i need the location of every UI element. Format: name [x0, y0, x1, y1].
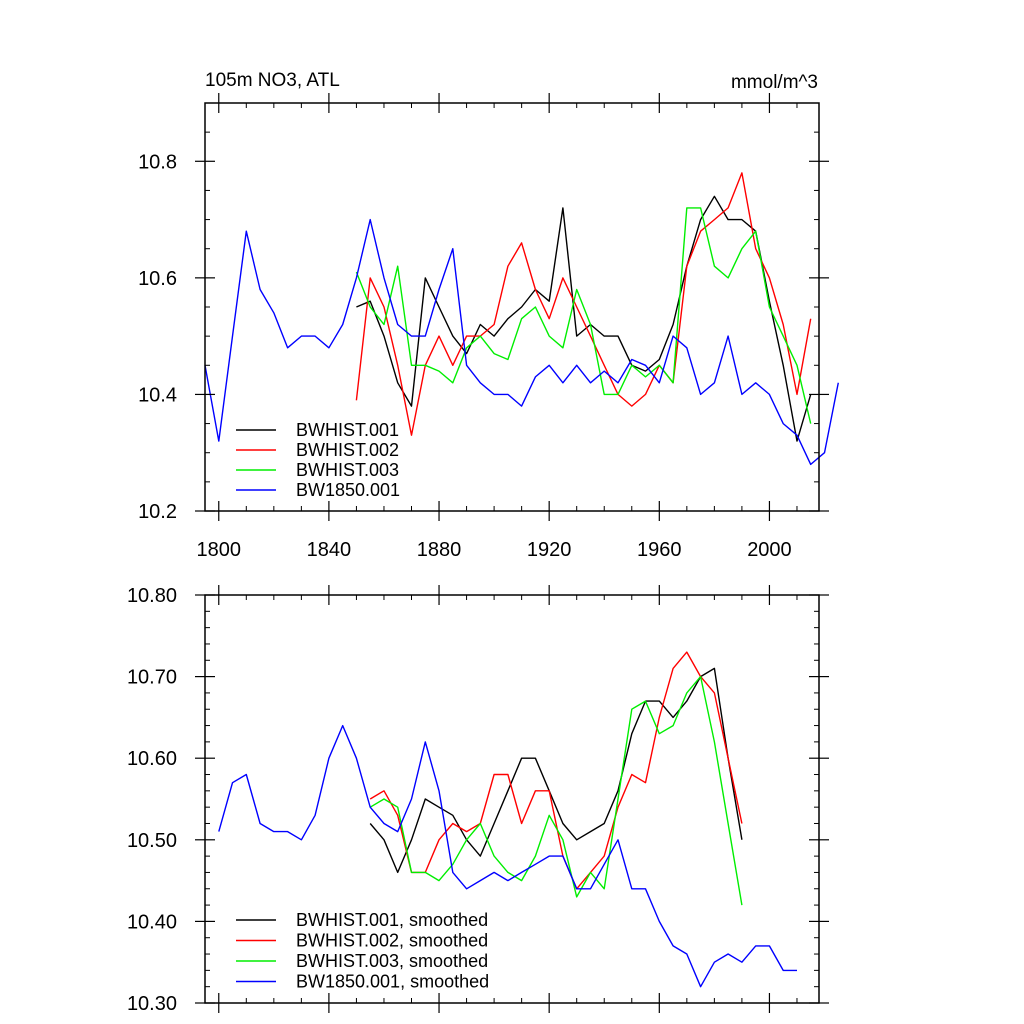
y-tick-label: 10.6 — [138, 268, 177, 290]
bottom-ticks: 10.30 10.40 10.50 10.60 10.70 10.80 — [127, 585, 829, 1015]
x-tick-label: 1840 — [307, 539, 352, 561]
top-ticks: 1800 1840 1880 1920 1960 2000 10.2 10.4 10.6 10.8 — [138, 93, 829, 561]
y-tick-label: 10.4 — [138, 384, 177, 406]
top-panel: 105m NO3, ATL mmol/m^3 1800 1840 1880 1920 1… — [138, 70, 839, 561]
y-tick-label: 10.8 — [138, 151, 177, 173]
y-tick-label: 10.70 — [127, 667, 177, 689]
x-tick-label: 1800 — [197, 539, 242, 561]
bottom-panel: 10.30 10.40 10.50 10.60 10.70 10.80 BWHIST.00… — [127, 585, 829, 1015]
legend-label-2: BWHIST.003 — [296, 460, 399, 480]
legend-label-1: BWHIST.002 — [296, 440, 399, 460]
series-line-0 — [356, 195, 812, 442]
top-series-lines — [204, 172, 839, 466]
series-line-0 — [369, 667, 743, 874]
y-tick-label: 10.50 — [127, 830, 177, 852]
legend-label-0: BWHIST.001, smoothed — [296, 910, 488, 930]
bottom-plot-frame — [204, 594, 820, 1004]
series-line-2 — [369, 675, 743, 906]
legend-label-0: BWHIST.001 — [296, 420, 399, 440]
bottom-series-lines — [218, 651, 797, 988]
y-tick-label: 10.60 — [127, 748, 177, 770]
series-line-1 — [355, 172, 812, 436]
x-tick-label: 2000 — [747, 539, 792, 561]
series-line-3 — [204, 218, 839, 466]
y-tick-label: 10.2 — [138, 501, 177, 523]
x-tick-label: 1880 — [417, 539, 462, 561]
top-units-label: mmol/m^3 — [731, 72, 818, 93]
x-tick-label: 1960 — [637, 539, 682, 561]
legend-label-2: BWHIST.003, smoothed — [296, 951, 488, 971]
series-line-3 — [218, 724, 797, 988]
y-tick-label: 10.30 — [127, 993, 177, 1015]
y-tick-label: 10.80 — [127, 585, 177, 607]
top-title-left: 105m NO3, ATL — [205, 70, 340, 91]
y-tick-label: 10.40 — [127, 911, 177, 933]
legend-label-3: BW1850.001 — [296, 480, 400, 500]
legend-label-3: BW1850.001, smoothed — [296, 972, 489, 992]
x-tick-label: 1920 — [527, 539, 572, 561]
series-line-2 — [355, 207, 812, 424]
legend-label-1: BWHIST.002, smoothed — [296, 931, 488, 951]
series-line-1 — [369, 651, 743, 890]
